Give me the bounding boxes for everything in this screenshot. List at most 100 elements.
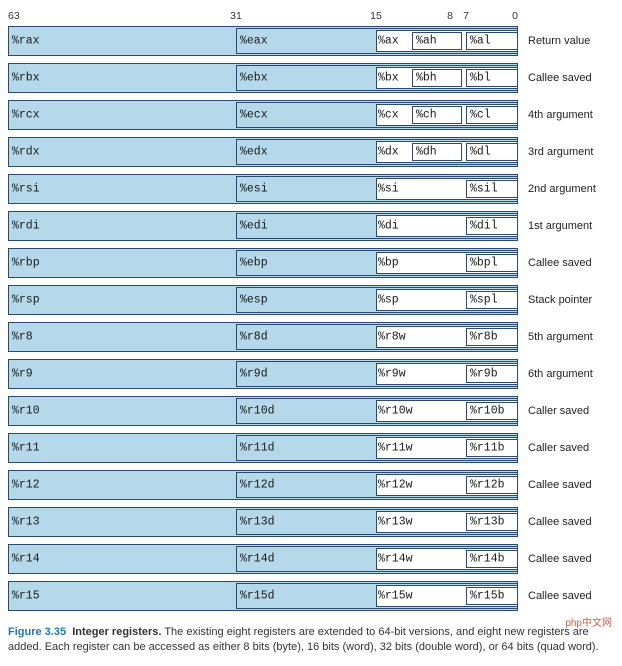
reg-16: %sp — [378, 294, 399, 307]
reg-8h: %ah — [416, 35, 437, 48]
register-box-r12: %r12 %r12d %r12w %r12b — [8, 470, 518, 500]
reg-16: %r10w — [378, 405, 413, 418]
bit-label-8: 8 — [447, 10, 453, 22]
reg-8l: %al — [470, 35, 491, 48]
register-row: %rcx%ecx%cx%ch%cl4th argument — [8, 100, 614, 130]
reg-32: %edx — [240, 146, 268, 159]
register-box-r13: %r13%r13d%r13w%r13b — [8, 507, 518, 537]
bit-label-0: 0 — [512, 10, 518, 22]
reg-64: %r10 — [12, 405, 40, 418]
reg-32: %r9d — [240, 368, 268, 381]
reg-8l: %r9b — [470, 368, 498, 381]
register-box-r10: %r10 %r10d %r10w %r10b — [8, 396, 518, 426]
register-table: %rax %eax %ax %ah %al Return value %rbx %ebx %bx… — [8, 26, 614, 611]
register-box-rbx: %rbx %ebx %bx %bh %bl — [8, 63, 518, 93]
register-box-rbp: %rbp %ebp %bp %bpl — [8, 248, 518, 278]
register-desc: Callee saved — [528, 553, 614, 565]
reg-32: %r14d — [240, 553, 275, 566]
register-row: %rdx%edx%dx%dh%dl3rd argument — [8, 137, 614, 167]
reg-8l: %dil — [470, 220, 498, 233]
reg-32: %r8d — [240, 331, 268, 344]
register-row: %rsp%esp%sp%splStack pointer — [8, 285, 614, 315]
register-box-r8: %r8%r8d%r8w%r8b — [8, 322, 518, 352]
reg-32: %ebx — [240, 72, 268, 85]
reg-64: %rcx — [12, 109, 40, 122]
register-row: %r8%r8d%r8w%r8b 5th argument — [8, 322, 614, 352]
reg-32: %r12d — [240, 479, 275, 492]
register-desc: Stack pointer — [528, 294, 614, 306]
reg-64: %r11 — [12, 442, 40, 455]
reg-8l: %r8b — [470, 331, 498, 344]
reg-32: %r15d — [240, 590, 275, 603]
reg-16: %di — [378, 220, 399, 233]
reg-8l: %dl — [470, 146, 491, 159]
register-box-rdi: %rdi %edi %di %dil — [8, 211, 518, 241]
bit-header: 633115870 — [8, 10, 614, 24]
reg-64: %r13 — [12, 516, 40, 529]
reg-16: %r13w — [378, 516, 413, 529]
reg-16: %dx — [378, 146, 399, 159]
reg-32: %r13d — [240, 516, 275, 529]
reg-8h: %ch — [416, 109, 437, 122]
reg-64: %rdi — [12, 220, 40, 233]
reg-16: %bx — [378, 72, 399, 85]
reg-8l: %r10b — [470, 405, 505, 418]
reg-8l: %sil — [470, 183, 498, 196]
register-desc: Callee saved — [528, 479, 614, 491]
reg-64: %rax — [12, 35, 40, 48]
reg-64: %rbx — [12, 72, 40, 85]
register-row: %r9%r9d%r9w%r9b6th argument — [8, 359, 614, 389]
register-row: %rbx %ebx %bx %bh %bl Callee saved — [8, 63, 614, 93]
register-desc: Caller saved — [528, 405, 614, 417]
bit-label-15: 15 — [370, 10, 382, 22]
register-desc: 1st argument — [528, 220, 614, 232]
reg-64: %rsp — [12, 294, 40, 307]
register-box-rsp: %rsp%esp%sp%spl — [8, 285, 518, 315]
reg-32: %eax — [240, 35, 268, 48]
register-row: %rax %eax %ax %ah %al Return value — [8, 26, 614, 56]
reg-16: %r9w — [378, 368, 406, 381]
reg-8l: %spl — [470, 294, 498, 307]
register-box-r11: %r11%r11d%r11w%r11b — [8, 433, 518, 463]
register-box-r9: %r9%r9d%r9w%r9b — [8, 359, 518, 389]
reg-8h: %dh — [416, 146, 437, 159]
reg-8l: %r12b — [470, 479, 505, 492]
figure-number: Figure 3.35 — [8, 626, 66, 638]
register-row: %r11%r11d%r11w%r11bCaller saved — [8, 433, 614, 463]
register-desc: Callee saved — [528, 590, 614, 602]
reg-16: %bp — [378, 257, 399, 270]
reg-32: %edi — [240, 220, 268, 233]
reg-16: %r12w — [378, 479, 413, 492]
register-box-rcx: %rcx%ecx%cx%ch%cl — [8, 100, 518, 130]
reg-8h: %bh — [416, 72, 437, 85]
bit-label-31: 31 — [230, 10, 242, 22]
register-desc: 4th argument — [528, 109, 614, 121]
reg-8l: %r11b — [470, 442, 505, 455]
reg-64: %r12 — [12, 479, 40, 492]
reg-64: %rbp — [12, 257, 40, 270]
reg-32: %r10d — [240, 405, 275, 418]
register-row: %r15%r15d%r15w%r15bCallee saved — [8, 581, 614, 611]
register-desc: 5th argument — [528, 331, 614, 343]
reg-8l: %bpl — [470, 257, 498, 270]
register-box-rax: %rax %eax %ax %ah %al — [8, 26, 518, 56]
reg-64: %rdx — [12, 146, 40, 159]
register-row: %r10 %r10d %r10w %r10b Caller saved — [8, 396, 614, 426]
register-desc: Return value — [528, 35, 614, 47]
reg-16: %ax — [378, 35, 399, 48]
register-desc: Callee saved — [528, 257, 614, 269]
bit-label-63: 63 — [8, 10, 20, 22]
reg-8l: %bl — [470, 72, 491, 85]
reg-32: %r11d — [240, 442, 275, 455]
register-row: %r12 %r12d %r12w %r12b Callee saved — [8, 470, 614, 500]
register-row: %rbp %ebp %bp %bpl Callee saved — [8, 248, 614, 278]
reg-32: %ebp — [240, 257, 268, 270]
register-desc: Caller saved — [528, 442, 614, 454]
register-desc: 6th argument — [528, 368, 614, 380]
register-desc: Callee saved — [528, 72, 614, 84]
register-row: %r13%r13d%r13w%r13bCallee saved — [8, 507, 614, 537]
reg-32: %ecx — [240, 109, 268, 122]
reg-8l: %r14b — [470, 553, 505, 566]
reg-8l: %r15b — [470, 590, 505, 603]
figure-caption: Figure 3.35 Integer registers. The exist… — [8, 625, 608, 655]
